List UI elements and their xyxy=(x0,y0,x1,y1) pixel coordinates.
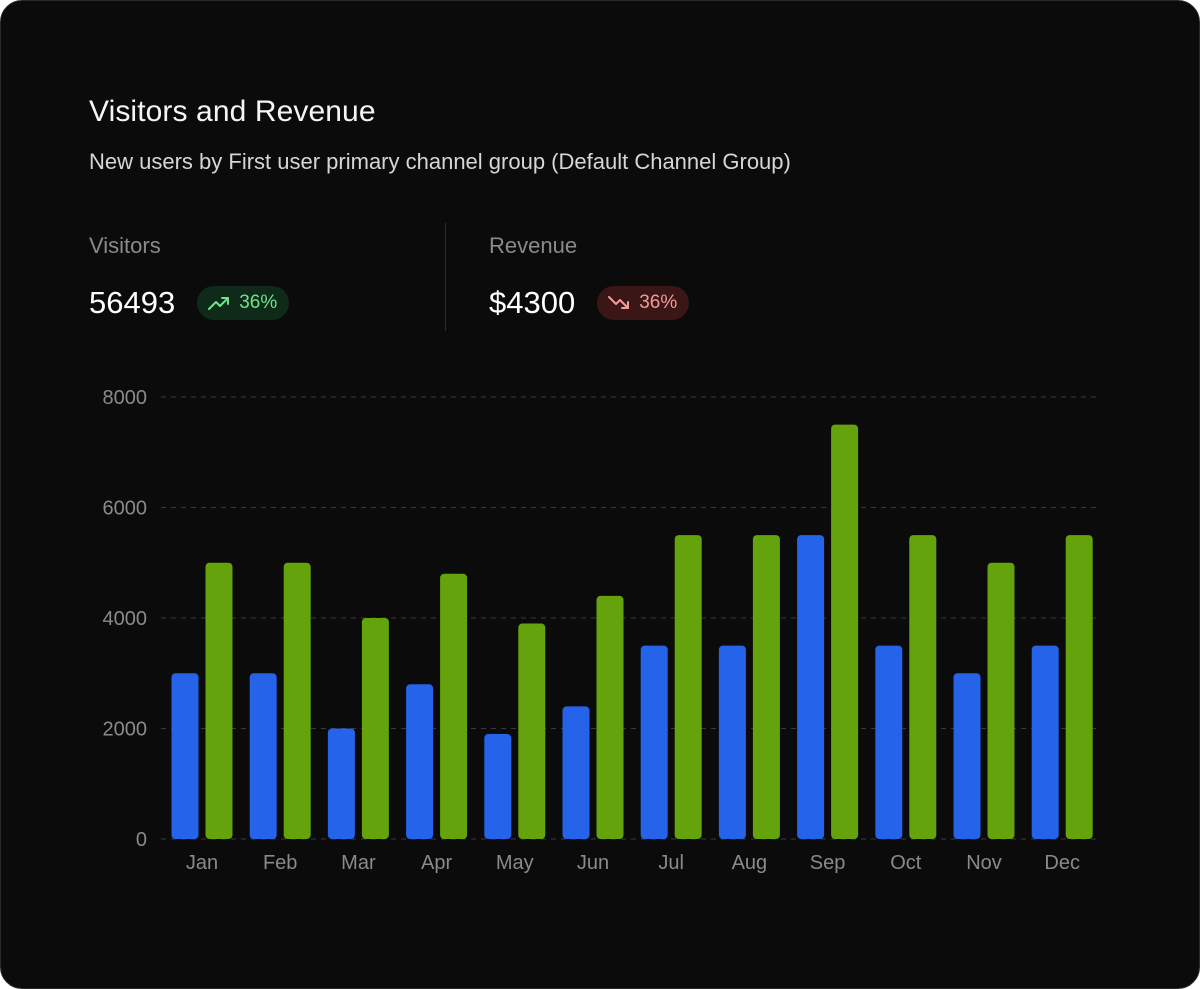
visitors-label: Visitors xyxy=(89,233,161,258)
bar-blue-apr[interactable] xyxy=(406,684,434,839)
x-tick-label: Aug xyxy=(732,852,768,874)
bar-green-apr[interactable] xyxy=(440,573,468,839)
y-tick-label: 6000 xyxy=(103,498,148,520)
x-tick-label: Sep xyxy=(810,852,846,874)
x-tick-label: Jul xyxy=(658,852,684,874)
revenue-change-badge: 36% xyxy=(597,286,690,320)
card-title: Visitors and Revenue xyxy=(89,95,376,128)
bar-blue-jan[interactable] xyxy=(171,673,199,839)
bar-green-jun[interactable] xyxy=(596,595,624,839)
bar-blue-mar[interactable] xyxy=(327,728,355,840)
revenue-change-value: 36% xyxy=(639,292,678,313)
visitors-change-value: 36% xyxy=(239,292,278,313)
x-tick-label: Feb xyxy=(263,852,297,874)
y-tick-label: 4000 xyxy=(103,608,148,630)
bar-green-may[interactable] xyxy=(518,623,546,839)
revenue-label: Revenue xyxy=(489,233,578,258)
bar-blue-nov[interactable] xyxy=(953,673,981,839)
revenue-metric: Revenue $4300 36% xyxy=(489,233,690,321)
card-subtitle: New users by First user primary channel … xyxy=(89,149,791,174)
bar-green-oct[interactable] xyxy=(909,535,937,839)
revenue-value: $4300 xyxy=(489,285,576,320)
bar-green-aug[interactable] xyxy=(752,535,780,839)
trending-up-icon xyxy=(208,297,230,310)
x-tick-label: Oct xyxy=(890,852,922,874)
bar-green-jan[interactable] xyxy=(205,562,233,839)
y-tick-label: 0 xyxy=(136,829,147,851)
bar-green-jul[interactable] xyxy=(674,535,702,839)
bar-blue-jun[interactable] xyxy=(562,706,590,839)
trending-down-icon xyxy=(608,296,630,309)
visitors-change-badge: 36% xyxy=(197,286,290,320)
bar-blue-jul[interactable] xyxy=(640,645,668,839)
metrics-divider xyxy=(445,223,446,331)
x-tick-label: Jun xyxy=(577,852,609,874)
bar-green-mar[interactable] xyxy=(361,618,389,839)
bar-blue-feb[interactable] xyxy=(249,673,277,839)
bar-green-sep[interactable] xyxy=(831,424,859,839)
bar-blue-dec[interactable] xyxy=(1031,645,1059,839)
visitors-metric: Visitors 56493 36% xyxy=(89,233,290,321)
y-tick-label: 2000 xyxy=(103,719,148,741)
bar-green-dec[interactable] xyxy=(1065,535,1093,839)
x-tick-label: Apr xyxy=(421,852,452,874)
y-tick-label: 8000 xyxy=(103,387,148,409)
visitors-value: 56493 xyxy=(89,285,176,320)
bar-blue-sep[interactable] xyxy=(797,535,825,839)
bar-green-feb[interactable] xyxy=(283,562,311,839)
bar-green-nov[interactable] xyxy=(987,562,1015,839)
bar-blue-oct[interactable] xyxy=(875,645,903,839)
x-tick-label: Dec xyxy=(1044,852,1080,874)
bar-blue-may[interactable] xyxy=(484,734,512,839)
bar-blue-aug[interactable] xyxy=(718,645,746,839)
x-tick-label: Nov xyxy=(966,852,1002,874)
x-tick-label: Jan xyxy=(186,852,218,874)
x-tick-label: Mar xyxy=(341,852,376,874)
x-tick-label: May xyxy=(496,852,534,874)
